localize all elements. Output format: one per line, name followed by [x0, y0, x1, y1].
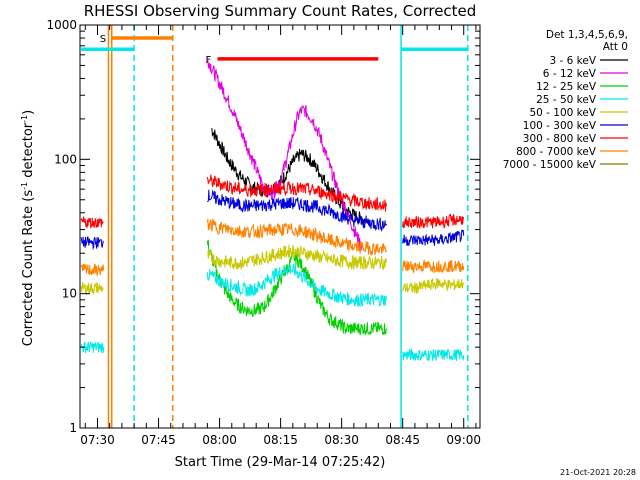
series-line-5-0 — [80, 236, 105, 251]
series-line-4-1 — [207, 244, 387, 271]
plot-content: S N F — [69, 25, 469, 428]
series-line-1-0 — [206, 56, 363, 251]
legend-label-2: 12 - 25 keV — [536, 81, 597, 93]
series-line-6-0 — [80, 216, 104, 229]
legend-label-0: 3 - 6 keV — [549, 55, 596, 67]
axis-ticks: 1 10 100 1000 07:30 07:45 08:00 08:15 08:30 08:45… — [46, 18, 481, 447]
y-axis-label-sup2: -1 — [20, 115, 29, 123]
series-line-7-0 — [80, 262, 105, 276]
series-line-4-0 — [80, 281, 104, 296]
legend-header-2: Att 0 — [603, 41, 628, 53]
series-line-6-1 — [206, 174, 387, 212]
chart-title: RHESSI Observing Summary Count Rates, Co… — [84, 2, 477, 20]
series-line-7-2 — [402, 258, 465, 274]
legend-label-6: 300 - 800 keV — [523, 133, 597, 145]
y-axis-label-sup1: -1 — [20, 182, 29, 190]
y-tick-label-1: 10 — [62, 287, 77, 301]
state-bar-label-1: N — [69, 45, 76, 56]
x-tick-label-6: 09:00 — [446, 433, 481, 447]
legend-label-5: 100 - 300 keV — [523, 120, 597, 132]
series-line-7-1 — [206, 218, 387, 257]
plot-frame — [79, 24, 481, 429]
x-tick-label-2: 08:00 — [202, 433, 237, 447]
legend-header-1: Det 1,3,4,5,6,9, — [546, 29, 628, 41]
x-tick-label-0: 07:30 — [80, 433, 115, 447]
y-tick-label-3: 1000 — [46, 18, 77, 32]
series-line-6-2 — [402, 213, 465, 229]
plot-border — [79, 24, 481, 429]
series-line-3-1 — [206, 263, 387, 308]
y-axis-label-end: ) — [21, 110, 36, 115]
y-tick-label-2: 100 — [54, 152, 77, 166]
series-line-3-2 — [402, 348, 465, 362]
series-line-0-0 — [211, 128, 367, 225]
plot-area: S N F — [69, 25, 469, 428]
x-tick-label-1: 07:45 — [141, 433, 176, 447]
y-axis-label-mid: detector — [21, 122, 36, 182]
x-tick-label-5: 08:45 — [385, 433, 420, 447]
legend-label-3: 25 - 50 keV — [536, 94, 597, 106]
series-line-5-1 — [207, 189, 387, 232]
legend-label-7: 800 - 7000 keV — [516, 146, 597, 158]
series-line-3-0 — [80, 341, 105, 354]
legend-label-1: 6 - 12 keV — [543, 68, 597, 80]
y-axis-label: Corrected Count Rate (s-1 detector-1) — [20, 110, 36, 346]
legend-label-4: 50 - 100 keV — [529, 107, 596, 119]
legend-label-8: 7000 - 15000 keV — [503, 159, 597, 171]
x-axis-label: Start Time (29-Mar-14 07:25:42) — [175, 455, 386, 470]
timestamp-stamp: 21-Oct-2021 20:28 — [560, 468, 636, 477]
y-axis-label-main: Corrected Count Rate (s — [21, 190, 36, 347]
state-bar-label-0: S — [100, 34, 106, 45]
series-line-2-0 — [206, 240, 387, 336]
x-tick-label-3: 08:15 — [263, 433, 298, 447]
series-line-4-2 — [402, 277, 464, 294]
y-tick-label-0: 1 — [69, 421, 77, 435]
state-bar-label-3: F — [206, 55, 212, 66]
x-tick-label-4: 08:30 — [324, 433, 359, 447]
series-line-5-2 — [402, 229, 465, 246]
